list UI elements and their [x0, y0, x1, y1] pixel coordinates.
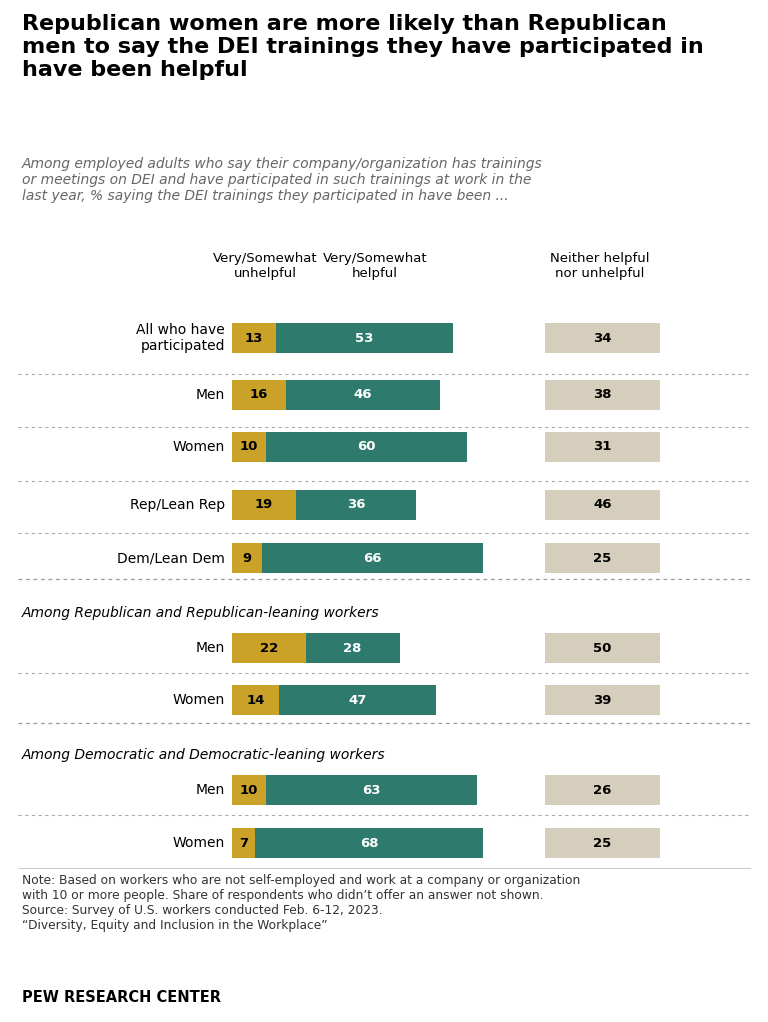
Text: 68: 68: [360, 836, 379, 849]
Text: 66: 66: [363, 552, 382, 564]
Text: Men: Men: [196, 783, 225, 797]
Bar: [276, 323, 453, 353]
Bar: [545, 380, 660, 410]
Text: 25: 25: [594, 836, 611, 849]
Text: 36: 36: [346, 499, 366, 511]
Bar: [232, 323, 276, 353]
Bar: [545, 828, 660, 858]
Bar: [256, 828, 483, 858]
Bar: [262, 543, 483, 573]
Bar: [232, 380, 286, 410]
Bar: [545, 775, 660, 805]
Bar: [545, 323, 660, 353]
Text: 16: 16: [250, 388, 268, 402]
Text: 50: 50: [594, 642, 611, 654]
Text: Women: Women: [173, 693, 225, 707]
Text: Dem/Lean Dem: Dem/Lean Dem: [118, 551, 225, 565]
Bar: [266, 432, 466, 462]
Text: Women: Women: [173, 440, 225, 454]
Text: 7: 7: [239, 836, 248, 849]
Bar: [232, 685, 279, 715]
Bar: [266, 775, 477, 805]
Text: 14: 14: [247, 694, 265, 706]
Bar: [296, 490, 416, 520]
Text: All who have
participated: All who have participated: [136, 323, 225, 353]
Text: Among Democratic and Democratic-leaning workers: Among Democratic and Democratic-leaning …: [22, 748, 386, 762]
Bar: [545, 543, 660, 573]
Text: 25: 25: [594, 552, 611, 564]
Text: 31: 31: [594, 440, 611, 454]
Text: 63: 63: [362, 784, 380, 796]
Bar: [545, 685, 660, 715]
Text: Women: Women: [173, 836, 225, 850]
Text: 47: 47: [349, 694, 367, 706]
Bar: [545, 490, 660, 520]
Bar: [279, 685, 436, 715]
Text: 46: 46: [353, 388, 372, 402]
Text: 19: 19: [255, 499, 273, 511]
Text: 10: 10: [240, 440, 258, 454]
Bar: [232, 432, 266, 462]
Bar: [232, 775, 266, 805]
Text: 22: 22: [260, 642, 278, 654]
Bar: [545, 633, 660, 663]
Bar: [545, 432, 660, 462]
Text: 10: 10: [240, 784, 258, 796]
Bar: [306, 633, 399, 663]
Text: 34: 34: [593, 331, 612, 344]
Text: Among Republican and Republican-leaning workers: Among Republican and Republican-leaning …: [22, 606, 379, 620]
Text: 60: 60: [357, 440, 376, 454]
Text: 38: 38: [593, 388, 612, 402]
Bar: [232, 543, 262, 573]
Text: Among employed adults who say their company/organization has trainings
or meetin: Among employed adults who say their comp…: [22, 157, 543, 203]
Text: 9: 9: [243, 552, 252, 564]
Bar: [232, 490, 296, 520]
Bar: [232, 633, 306, 663]
Text: Men: Men: [196, 388, 225, 402]
Text: 28: 28: [343, 642, 362, 654]
Text: 39: 39: [594, 694, 611, 706]
Text: Very/Somewhat
helpful: Very/Somewhat helpful: [323, 252, 427, 280]
Text: Neither helpful
nor unhelpful: Neither helpful nor unhelpful: [550, 252, 650, 280]
Text: Republican women are more likely than Republican
men to say the DEI trainings th: Republican women are more likely than Re…: [22, 14, 703, 81]
Text: PEW RESEARCH CENTER: PEW RESEARCH CENTER: [22, 990, 221, 1005]
Text: Rep/Lean Rep: Rep/Lean Rep: [130, 498, 225, 512]
Text: Very/Somewhat
unhelpful: Very/Somewhat unhelpful: [213, 252, 317, 280]
Text: 26: 26: [594, 784, 611, 796]
Text: 46: 46: [593, 499, 612, 511]
Text: 13: 13: [244, 331, 263, 344]
Text: 53: 53: [355, 331, 373, 344]
Bar: [232, 828, 256, 858]
Text: Men: Men: [196, 641, 225, 655]
Bar: [286, 380, 440, 410]
Text: Note: Based on workers who are not self-employed and work at a company or organi: Note: Based on workers who are not self-…: [22, 874, 581, 932]
